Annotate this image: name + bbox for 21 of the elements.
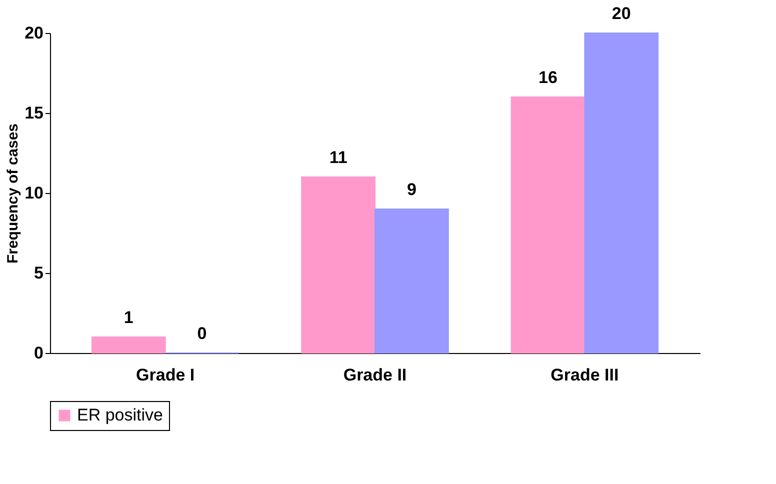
x-tick-label: Grade III <box>550 366 619 384</box>
data-label: 20 <box>612 4 631 23</box>
data-label: 11 <box>329 148 348 167</box>
bar <box>510 96 586 354</box>
y-tick-label: 10 <box>24 184 44 202</box>
x-tick-label: Grade I <box>136 366 195 384</box>
y-axis-title: Frequency of cases <box>4 123 22 264</box>
bar <box>91 336 166 354</box>
bar <box>584 32 659 354</box>
x-tick-label: Grade II <box>343 366 407 384</box>
y-tick-label: 20 <box>24 24 44 42</box>
y-tick-label: 15 <box>24 104 44 122</box>
bar <box>374 208 449 354</box>
data-label: 16 <box>538 68 558 87</box>
data-label: 0 <box>197 324 207 343</box>
data-label: 1 <box>124 308 134 327</box>
y-tick-label: 0 <box>34 344 44 362</box>
legend-label: ER positive <box>77 406 163 424</box>
data-label: 9 <box>406 180 416 199</box>
y-tick-label: 5 <box>34 264 44 282</box>
bar <box>301 176 376 354</box>
